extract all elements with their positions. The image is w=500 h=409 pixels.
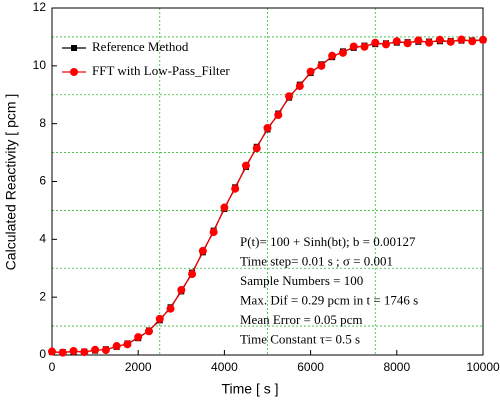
data-point (112, 342, 121, 351)
data-point (69, 346, 78, 355)
x-tick-label: 0 (49, 360, 56, 374)
data-point (446, 37, 455, 46)
data-point (403, 39, 412, 48)
data-point (209, 228, 218, 237)
data-point (457, 35, 466, 44)
data-point (382, 40, 391, 49)
data-point (134, 333, 143, 342)
data-point (198, 246, 207, 255)
legend-label: Reference Method (92, 39, 189, 54)
data-point (360, 42, 369, 51)
data-point (188, 270, 197, 279)
legend-label: FFT with Low-Pass_Filter (92, 63, 230, 78)
data-point (101, 346, 110, 355)
data-point (328, 51, 337, 60)
annotation: Time step= 0.01 s ; σ = 0.001 (240, 253, 393, 268)
x-axis-label: Time [ s ] (221, 381, 278, 397)
y-axis-label: Calculated Reactivity [ pcm ] (3, 94, 19, 271)
data-point (241, 161, 250, 170)
data-point (435, 35, 444, 44)
data-point (144, 327, 153, 336)
annotation: Max. Dif = 0.29 pcm in t = 1746 s (240, 292, 418, 307)
data-point (425, 38, 434, 47)
data-point (58, 348, 67, 357)
data-point (123, 340, 132, 349)
data-point (479, 35, 487, 44)
data-point (177, 285, 186, 294)
y-tick-label: 2 (39, 289, 46, 303)
data-point (392, 37, 401, 46)
y-tick-label: 8 (39, 116, 46, 130)
data-point (306, 67, 315, 76)
data-point (80, 348, 89, 357)
data-point (252, 144, 261, 153)
y-tick-label: 0 (39, 347, 46, 361)
data-point (295, 82, 304, 91)
data-point (166, 304, 175, 313)
legend-marker (71, 45, 77, 51)
plot-frame (51, 7, 484, 356)
annotation: Time Constant τ= 0.5 s (240, 331, 360, 346)
data-point (274, 110, 283, 119)
data-point (468, 37, 477, 46)
annotation: Mean Error = 0.05 pcm (240, 312, 363, 327)
data-point (231, 184, 240, 193)
y-tick-label: 4 (39, 232, 46, 246)
x-tick-label: 8000 (383, 360, 410, 374)
data-point (220, 203, 229, 212)
x-tick-label: 2000 (125, 360, 152, 374)
x-tick-label: 10000 (466, 360, 500, 374)
data-point (263, 124, 272, 133)
data-point (91, 345, 100, 354)
y-tick-label: 6 (39, 174, 46, 188)
annotation: P(t)= 100 + Sinh(bt); b = 0.00127 (240, 234, 416, 249)
x-tick-label: 6000 (297, 360, 324, 374)
legend-marker (70, 68, 78, 76)
x-tick-label: 4000 (211, 360, 238, 374)
data-point (414, 36, 423, 45)
data-point (371, 38, 380, 47)
data-point (48, 347, 56, 356)
y-tick-label: 10 (33, 58, 47, 72)
data-point (338, 48, 347, 57)
data-point (349, 42, 358, 51)
annotation: Sample Numbers = 100 (240, 273, 363, 288)
data-point (155, 314, 164, 323)
y-tick-label: 12 (33, 0, 47, 14)
data-point (285, 92, 294, 101)
data-point (317, 61, 326, 70)
